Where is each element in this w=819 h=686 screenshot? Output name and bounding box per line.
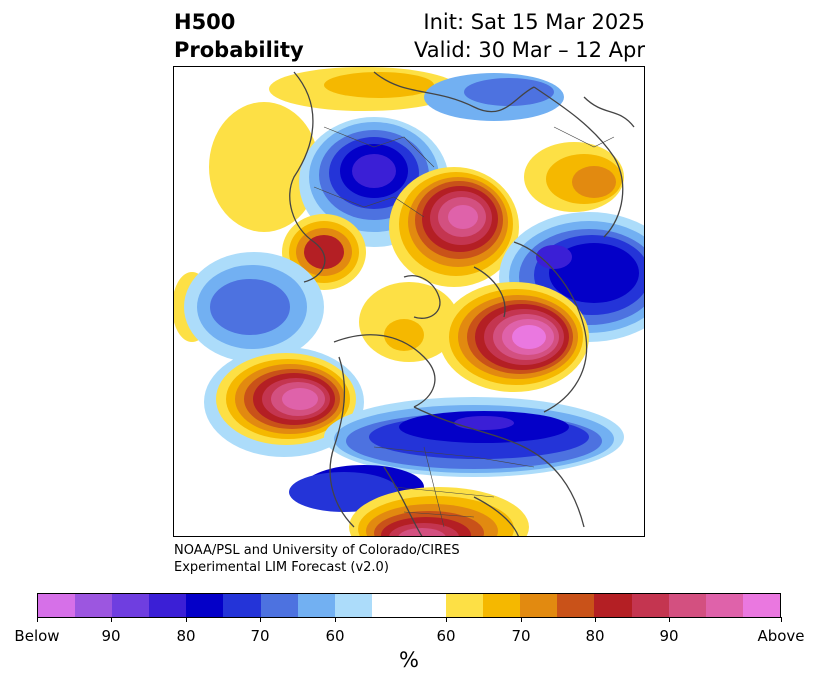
anomaly-east-asia-positive [524,142,624,212]
border-eurasia-1 [323,126,435,168]
init-date: Init: Sat 15 Mar 2025 [423,10,645,34]
border-na-4 [403,511,475,518]
colorbar-swatch [260,594,298,617]
colorbar-tick-label: 70 [250,627,270,645]
colorbar-swatch [149,594,187,617]
credit-text: NOAA/PSL and University of Colorado/CIRE… [174,542,460,576]
colorbar-tick-label: Below [14,627,60,645]
colorbar-tick-label: 60 [325,627,345,645]
anomaly-eurasia-north-positive [269,67,459,111]
colorbar-tick [260,617,261,622]
colorbar-tick [335,617,336,622]
coastline-east-asia [513,241,588,413]
coastline-arctic-islands [583,96,635,128]
colorbar [37,593,781,618]
colorbar-tick-label: 60 [436,627,456,645]
credit-institution: NOAA/PSL and University of Colorado/CIRE… [174,543,460,558]
credit-product: Experimental LIM Forecast (v2.0) [174,560,389,575]
border-eurasia-2 [313,186,425,218]
colorbar-swatch [75,594,113,617]
anomaly-alaska-positive [439,282,589,392]
coastline-arctic-eurasia [373,71,535,113]
probability-map [173,66,645,537]
colorbar-swatch [742,594,780,617]
colorbar-unit: % [399,648,419,672]
coastline-arctic-canada [333,334,436,408]
polar-map-svg [174,67,644,536]
anomaly-southeast-positive [349,487,529,536]
colorbar-tick [37,617,38,622]
colorbar-tick-label: 80 [176,627,196,645]
coastline-kamchatka [473,266,506,318]
title-variable: H500 [174,10,236,34]
colorbar-swatch [520,594,558,617]
border-na-1 [423,446,445,528]
colorbar-tick-label: 90 [101,627,121,645]
anomaly-arctic-canada-positive [359,282,459,362]
colorbar-tick [446,617,447,622]
political-borders [313,126,615,528]
colorbar-tick [595,617,596,622]
colorbar-swatch [483,594,521,617]
title-quantity: Probability [174,38,304,62]
colorbar-tick [781,617,782,622]
colorbar-tick-label: 70 [511,627,531,645]
colorbar-swatch [705,594,743,617]
colorbar-swatch [557,594,595,617]
valid-period: Valid: 30 Mar – 12 Apr [414,38,645,62]
colorbar-swatch [668,594,706,617]
coastline-east-us [383,466,423,536]
border-na-3 [393,486,495,498]
coastline-siberia [533,86,624,238]
colorbar-swatch [594,594,632,617]
anomaly-north-atlantic-negative [184,252,324,362]
border-na-2 [373,446,535,468]
colorbar-tick [186,617,187,622]
anomaly-atlantic-positive [204,347,364,457]
coastline-arctic-archipelago [403,275,441,319]
coastline-europe [289,71,326,283]
colorbar-swatch [186,594,224,617]
colorbar-swatch [334,594,372,617]
colorbar-tick [111,617,112,622]
border-asia-1 [553,126,615,148]
colorbar-tick [521,617,522,622]
anomaly-arctic-positive [389,167,519,287]
coastline-north-america [413,406,585,528]
colorbar-tick-label: 90 [659,627,679,645]
colorbar-tick-label: Above [757,627,805,645]
colorbar-swatch [297,594,335,617]
coastline-west-us [473,496,519,536]
figure-dates: Init: Sat 15 Mar 2025 Valid: 30 Mar – 12… [414,8,645,64]
coastline-greenland-west [329,356,355,528]
coastlines [289,71,635,536]
colorbar-swatch [371,594,409,617]
colorbar-swatch [408,594,447,617]
figure-title: H500 Probability [174,8,304,64]
colorbar-swatch [38,594,76,617]
colorbar-swatch [631,594,669,617]
colorbar-swatch [112,594,150,617]
colorbar-swatch [223,594,261,617]
anomaly-siberia-negative [424,73,564,121]
colorbar-tick-label: 80 [585,627,605,645]
colorbar-swatch [446,594,484,617]
colorbar-tick [669,617,670,622]
